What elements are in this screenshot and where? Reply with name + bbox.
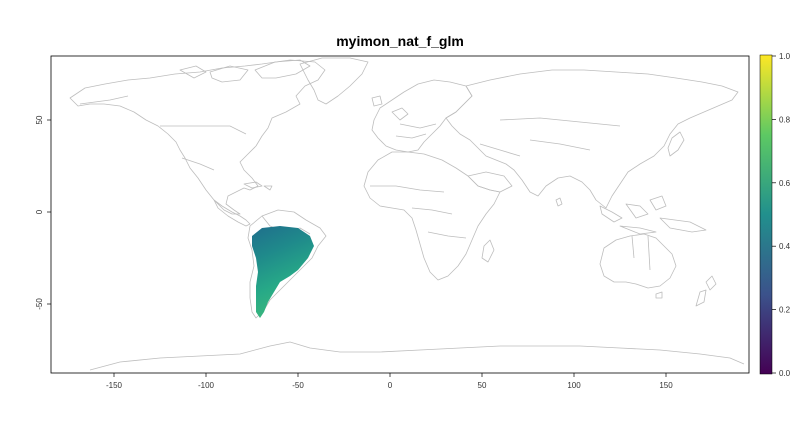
x-tick-label: -50 — [292, 381, 304, 390]
legend-tick-label: 0.2 — [779, 306, 791, 315]
new-zealand-outline — [705, 275, 717, 291]
legend-tick-label: 0.8 — [779, 115, 791, 124]
x-tick-label: 0 — [388, 381, 393, 390]
y-tick-label: 50 — [35, 115, 44, 124]
central-america-outline — [213, 199, 251, 227]
legend-tick-label: 1.0 — [779, 52, 791, 61]
legend-tick-label: 0.0 — [779, 369, 791, 378]
y-tick-label: 0 — [35, 209, 44, 214]
europe-outline — [371, 79, 473, 153]
north-america-outline — [69, 59, 326, 215]
x-tick-label: 100 — [567, 381, 581, 390]
south-america-raster — [252, 226, 314, 318]
legend-tick-label: 0.4 — [779, 242, 791, 251]
legend-colorbar — [759, 54, 773, 375]
map-title: myimon_nat_f_glm — [336, 33, 464, 49]
y-tick-label: -50 — [35, 298, 44, 310]
japan-outline — [667, 131, 685, 157]
world-outline — [69, 57, 745, 371]
x-tick-label: 150 — [659, 381, 673, 390]
greenland-outline — [299, 57, 369, 105]
antarctica-outline — [89, 341, 745, 371]
asia-outline — [445, 69, 739, 209]
africa-outline — [363, 151, 501, 281]
x-axis: -150 -100 -50 0 50 100 150 — [106, 373, 673, 390]
x-tick-label: -100 — [198, 381, 215, 390]
plot-frame — [50, 55, 750, 374]
x-tick-label: -150 — [106, 381, 123, 390]
y-axis: 50 0 -50 — [35, 115, 51, 310]
south-america-outline — [247, 209, 327, 319]
legend-axis: 0.0 0.2 0.4 0.6 0.8 1.0 — [772, 52, 791, 378]
madagascar-outline — [481, 239, 495, 263]
x-tick-label: 50 — [478, 381, 487, 390]
legend-tick-label: 0.6 — [779, 179, 791, 188]
australia-outline — [599, 233, 677, 289]
